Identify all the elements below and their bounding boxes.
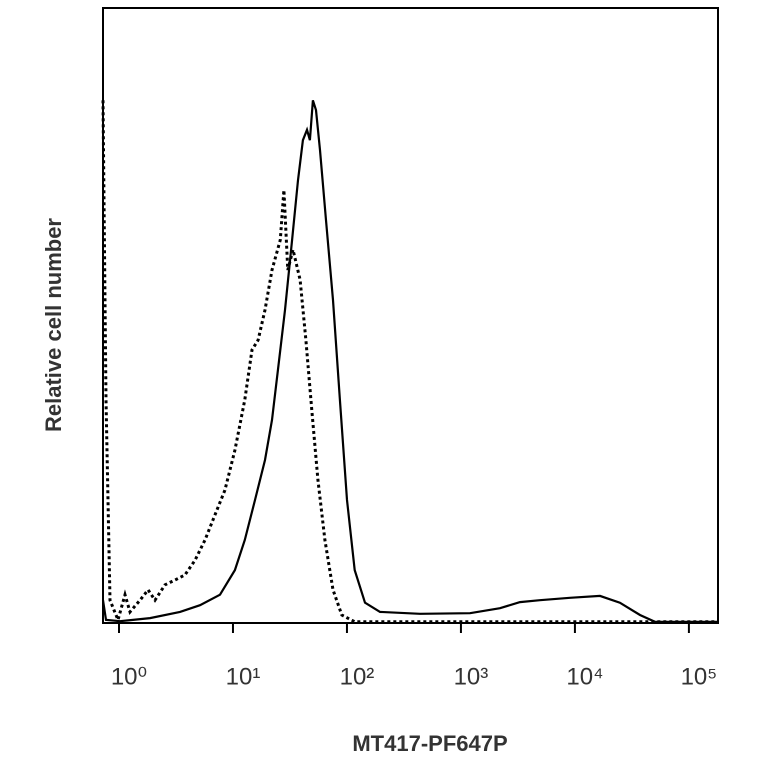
x-tick-label: 10¹: [226, 663, 261, 690]
histogram-line: [101, 100, 718, 625]
y-axis-label: Relative cell number: [41, 218, 66, 432]
x-tick-label: 10²: [340, 663, 375, 690]
x-tick-label: 10³: [454, 663, 489, 690]
histogram-line: [101, 99, 718, 623]
x-tick-label: 10⁰: [111, 663, 147, 690]
x-tick-label: 10⁴: [566, 663, 603, 690]
plot-frame: [102, 7, 719, 624]
x-axis-label: MT417-PF647P: [352, 731, 507, 756]
x-tick-label: 10⁵: [681, 663, 718, 690]
